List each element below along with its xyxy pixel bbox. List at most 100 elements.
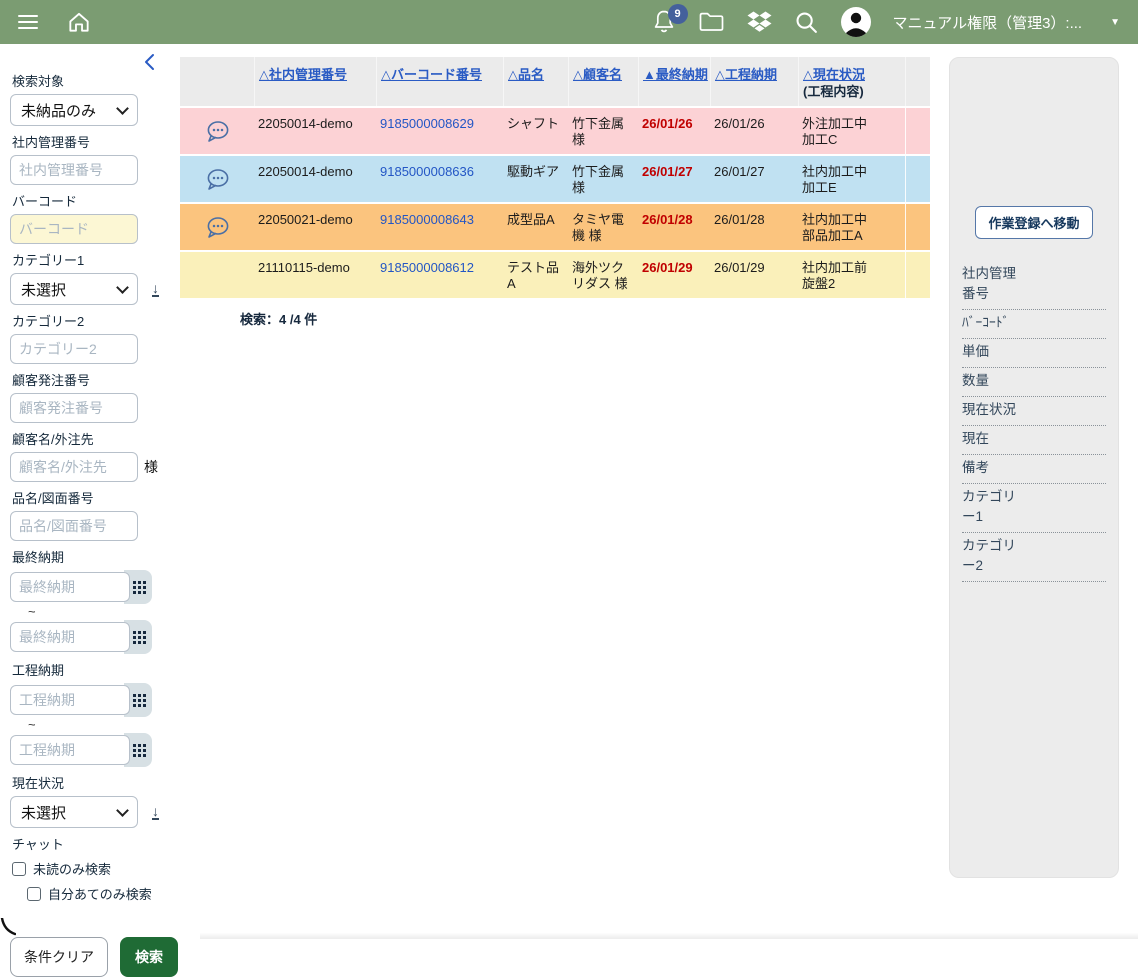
cell-item-name: テスト品A: [507, 260, 560, 291]
range-separator: ~: [28, 717, 36, 732]
status-value: 未選択: [21, 804, 67, 822]
chat-cell[interactable]: [180, 252, 254, 298]
row-spacer-cell: [905, 252, 930, 298]
chat-bubble-icon[interactable]: [204, 119, 231, 144]
item-name-input[interactable]: [10, 511, 138, 541]
detail-field: カテゴリー2: [962, 533, 1106, 582]
chevron-down-icon: [116, 803, 129, 817]
topbar-right: 9 マニュアル権限（管理3）:... ▼: [652, 4, 1120, 37]
field-final-due: 最終納期 ~: [10, 550, 180, 654]
process-due-to-input[interactable]: [10, 735, 130, 765]
customer-name-input[interactable]: [10, 452, 138, 482]
search-button[interactable]: 検索: [120, 937, 178, 977]
sidebar-buttons: 条件クリア 検索: [10, 937, 180, 977]
table-row[interactable]: 21110115-demo 9185000008612 テスト品A 海外ツクリダ…: [180, 250, 930, 298]
column-header: △社内管理番号: [254, 57, 376, 106]
cell-process-due: 26/01/29: [714, 260, 765, 275]
table-row[interactable]: 22050014-demo 9185000008629 シャフト 竹下金属 様 …: [180, 106, 930, 154]
bell-icon[interactable]: 9: [652, 4, 688, 35]
detail-field: ﾊﾞｰｺｰﾄﾞ: [962, 310, 1106, 339]
final-due-from-input[interactable]: [10, 572, 130, 602]
cell-status: 社内加工中 加工E: [802, 164, 868, 195]
unread-only-checkbox[interactable]: [12, 861, 26, 876]
detail-field: 現在: [962, 426, 1106, 455]
detail-field: 数量: [962, 368, 1106, 397]
chat-cell[interactable]: [180, 156, 254, 202]
cell-final-due: 26/01/27: [642, 164, 693, 179]
column-header: ▲最終納期: [638, 57, 710, 106]
cell-internal-no: 22050021-demo: [258, 212, 353, 227]
results-table: △社内管理番号 △バーコード番号 △品名 △顧客名 ▲最終納期 △工程納期 △現…: [180, 57, 930, 298]
status-label: 現在状況: [12, 776, 65, 791]
field-customer-order-no: 顧客発注番号: [10, 373, 180, 423]
chat-bubble-icon[interactable]: [204, 167, 231, 192]
menu-icon[interactable]: [18, 15, 38, 29]
table-row[interactable]: 22050014-demo 9185000008636 駆動ギア 竹下金属 様 …: [180, 154, 930, 202]
chat-cell[interactable]: [180, 204, 254, 250]
search-target-select[interactable]: 未納品のみ: [10, 94, 138, 126]
unread-only-label: 未読のみ検索: [33, 862, 112, 877]
search-icon[interactable]: [794, 10, 819, 35]
cell-status: 社内加工中 部品加工A: [802, 212, 868, 243]
bottom-edge-shadow: [200, 933, 1138, 939]
to-me-only-checkbox[interactable]: [27, 886, 41, 901]
table-row[interactable]: 22050021-demo 9185000008643 成型品A タミヤ電機 様…: [180, 202, 930, 250]
internal-no-input[interactable]: [10, 155, 138, 185]
category2-label: カテゴリー2: [12, 314, 85, 329]
detail-field-label: カテゴリー1: [962, 489, 1016, 524]
field-process-due: 工程納期 ~: [10, 663, 180, 767]
cell-item-name: 駆動ギア: [507, 164, 560, 179]
column-header: △現在状況 (工程内容): [798, 57, 905, 106]
clear-conditions-button[interactable]: 条件クリア: [10, 937, 108, 977]
status-select[interactable]: 未選択: [10, 796, 138, 828]
cell-barcode-link[interactable]: 9185000008612: [380, 260, 474, 275]
category1-select[interactable]: 未選択: [10, 273, 138, 305]
folder-icon[interactable]: [698, 11, 725, 33]
user-avatar-icon[interactable]: [840, 7, 871, 37]
column-header: △顧客名: [568, 57, 638, 106]
detail-field-label: 備考: [962, 460, 989, 475]
move-to-work-registration-button[interactable]: 作業登録へ移動: [975, 206, 1093, 239]
range-separator: ~: [28, 604, 36, 619]
process-due-from-input[interactable]: [10, 685, 130, 715]
cell-status: 社内加工前 旋盤2: [802, 260, 868, 291]
user-menu-label[interactable]: マニュアル権限（管理3）:...: [892, 14, 1083, 32]
cell-barcode-link[interactable]: 9185000008629: [380, 116, 474, 131]
category2-input[interactable]: [10, 334, 138, 364]
customer-order-no-label: 顧客発注番号: [12, 373, 91, 388]
cell-item-name: 成型品A: [507, 212, 555, 227]
field-internal-no: 社内管理番号: [10, 135, 180, 185]
collapse-sidebar-icon[interactable]: [143, 52, 156, 77]
unread-only-row: 未読のみ検索: [12, 859, 180, 878]
cell-final-due: 26/01/29: [642, 260, 693, 275]
expand-options-icon[interactable]: ↓: [152, 802, 159, 820]
chat-section-label: チャット: [12, 837, 64, 852]
notification-badge: 9: [667, 4, 688, 24]
detail-fields: 社内管理番号 ﾊﾞｰｺｰﾄﾞ 単価 数量 現在状況 現在 備考 カテゴリー1 カ…: [950, 261, 1118, 582]
results-area: △社内管理番号 △バーコード番号 △品名 △顧客名 ▲最終納期 △工程納期 △現…: [180, 57, 940, 328]
cell-barcode-link[interactable]: 9185000008643: [380, 212, 474, 227]
home-icon[interactable]: [66, 10, 92, 34]
topbar-left: [18, 10, 92, 34]
chat-cell[interactable]: [180, 108, 254, 154]
cell-customer-name: 竹下金属 様: [572, 116, 625, 147]
cell-barcode-link[interactable]: 9185000008636: [380, 164, 474, 179]
field-customer-name: 顧客名/外注先 様: [10, 432, 180, 482]
chat-filter-section: チャット 未読のみ検索 自分あてのみ検索: [10, 837, 180, 903]
detail-field: 備考: [962, 455, 1106, 484]
caret-down-icon[interactable]: ▼: [1110, 16, 1120, 28]
detail-field-label: 現在状況: [962, 402, 1016, 417]
to-me-only-label: 自分あてのみ検索: [48, 887, 152, 902]
field-search-target: 検索対象 未納品のみ: [10, 74, 180, 126]
detail-field: 現在状況: [962, 397, 1106, 426]
barcode-input[interactable]: [10, 214, 138, 244]
customer-suffix: 様: [144, 459, 158, 475]
category1-label: カテゴリー1: [12, 253, 85, 268]
customer-order-no-input[interactable]: [10, 393, 138, 423]
dropbox-icon[interactable]: [747, 10, 772, 34]
final-due-to-input[interactable]: [10, 622, 130, 652]
expand-options-icon[interactable]: ↓: [152, 279, 159, 297]
chat-bubble-icon[interactable]: [204, 215, 231, 240]
customer-name-label: 顧客名/外注先: [12, 432, 94, 447]
cell-item-name: シャフト: [507, 116, 560, 131]
